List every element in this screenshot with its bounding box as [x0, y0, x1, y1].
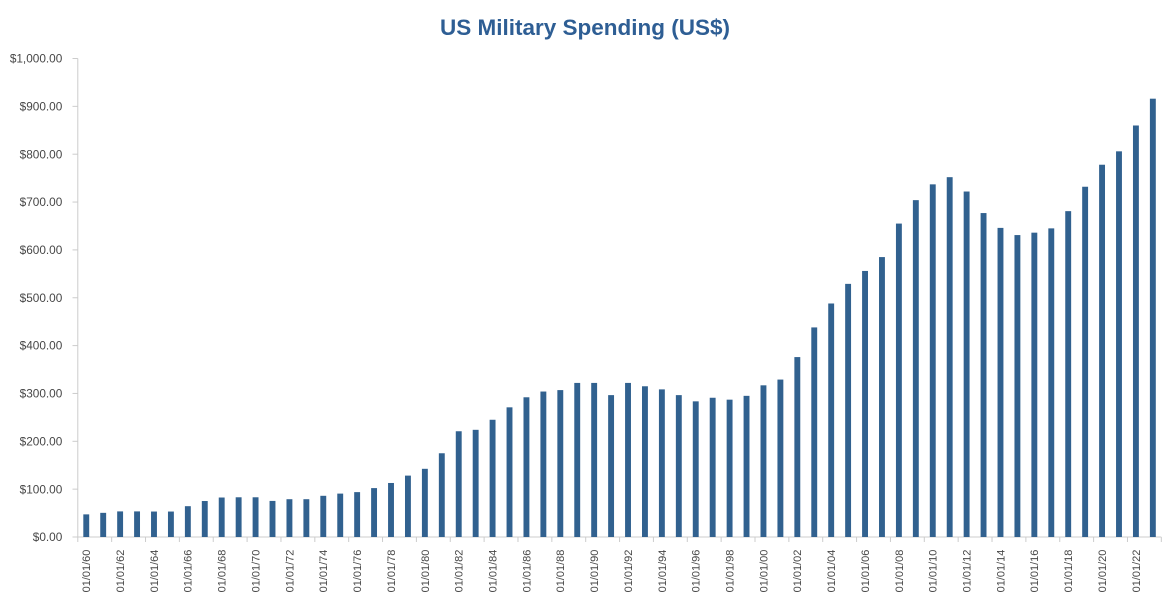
svg-text:01/01/70: 01/01/70 — [250, 550, 262, 593]
svg-text:01/01/62: 01/01/62 — [115, 550, 127, 593]
svg-text:$300.00: $300.00 — [20, 387, 63, 401]
svg-text:$900.00: $900.00 — [20, 99, 63, 113]
svg-text:01/01/88: 01/01/88 — [555, 550, 567, 593]
svg-text:01/01/74: 01/01/74 — [318, 550, 330, 593]
svg-text:01/01/92: 01/01/92 — [623, 550, 635, 593]
svg-text:01/01/16: 01/01/16 — [1029, 550, 1041, 593]
svg-text:01/01/02: 01/01/02 — [792, 550, 804, 593]
svg-text:01/01/82: 01/01/82 — [454, 550, 466, 593]
svg-text:01/01/80: 01/01/80 — [420, 550, 432, 593]
svg-text:$0.00: $0.00 — [33, 530, 63, 544]
svg-text:01/01/86: 01/01/86 — [521, 550, 533, 593]
svg-text:$100.00: $100.00 — [20, 482, 63, 496]
svg-text:01/01/84: 01/01/84 — [487, 550, 499, 593]
svg-text:$500.00: $500.00 — [20, 291, 63, 305]
svg-text:01/01/06: 01/01/06 — [860, 550, 872, 593]
svg-text:US Military Spending (US$): US Military Spending (US$) — [440, 15, 730, 40]
svg-text:01/01/60: 01/01/60 — [81, 550, 93, 593]
svg-text:01/01/98: 01/01/98 — [725, 550, 737, 593]
svg-text:01/01/10: 01/01/10 — [928, 550, 940, 593]
svg-text:01/01/78: 01/01/78 — [386, 550, 398, 593]
svg-text:$1,000.00: $1,000.00 — [10, 52, 63, 66]
svg-text:$400.00: $400.00 — [20, 339, 63, 353]
svg-text:01/01/90: 01/01/90 — [589, 550, 601, 593]
svg-text:01/01/00: 01/01/00 — [758, 550, 770, 593]
svg-text:$700.00: $700.00 — [20, 195, 63, 209]
svg-text:01/01/08: 01/01/08 — [894, 550, 906, 593]
svg-text:$600.00: $600.00 — [20, 243, 63, 257]
svg-text:01/01/96: 01/01/96 — [691, 550, 703, 593]
svg-text:01/01/22: 01/01/22 — [1131, 550, 1143, 593]
svg-text:01/01/68: 01/01/68 — [217, 550, 229, 593]
svg-text:$200.00: $200.00 — [20, 434, 63, 448]
svg-text:01/01/72: 01/01/72 — [284, 550, 296, 593]
svg-text:01/01/12: 01/01/12 — [962, 550, 974, 593]
svg-text:$800.00: $800.00 — [20, 147, 63, 161]
svg-text:01/01/66: 01/01/66 — [183, 550, 195, 593]
svg-text:01/01/14: 01/01/14 — [995, 550, 1007, 593]
svg-text:01/01/76: 01/01/76 — [352, 550, 364, 593]
svg-text:01/01/64: 01/01/64 — [149, 550, 161, 593]
svg-text:01/01/18: 01/01/18 — [1063, 550, 1075, 593]
svg-text:01/01/04: 01/01/04 — [826, 550, 838, 593]
svg-text:01/01/20: 01/01/20 — [1097, 550, 1109, 593]
svg-text:01/01/94: 01/01/94 — [657, 550, 669, 593]
